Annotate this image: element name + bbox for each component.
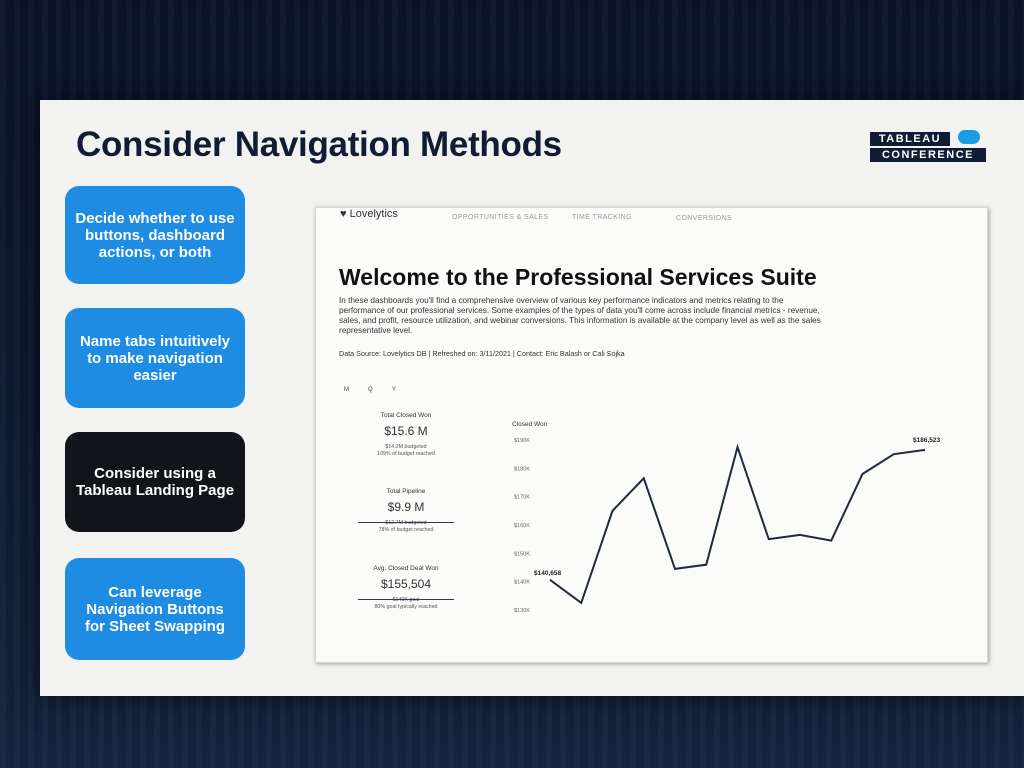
kpi-total-pipeline: Total Pipeline $9.9 M $12.7M budgeted 78… bbox=[358, 488, 454, 534]
lovelytics-logo: ♥ Lovelytics bbox=[340, 208, 398, 220]
kpi-sub: 109% of budget reached bbox=[377, 451, 435, 457]
kpi-sub: $12.7M budgeted bbox=[385, 520, 427, 526]
closed-won-series-line bbox=[549, 443, 926, 605]
kpi-value: $155,504 bbox=[380, 577, 432, 591]
y-tick-label: $140K bbox=[514, 580, 530, 586]
tip-card-landing-page: Consider using a Tableau Landing Page bbox=[65, 432, 245, 532]
cloud-icon bbox=[958, 130, 980, 144]
kpi-divider bbox=[358, 522, 454, 523]
brand-name: Lovelytics bbox=[349, 208, 398, 220]
kpi-total-closed-won: Total Closed Won $15.6 M $14.2M budgeted… bbox=[358, 412, 454, 458]
kpi-avg-closed-deal: Avg. Closed Deal Won $155,504 $140K goal… bbox=[358, 565, 454, 611]
kpi-label: Avg. Closed Deal Won bbox=[373, 565, 439, 572]
nav-tab-time-tracking[interactable]: TIME TRACKING bbox=[572, 214, 632, 221]
first-point-label: $140,658 bbox=[534, 570, 561, 577]
slide-title: Consider Navigation Methods bbox=[76, 125, 562, 164]
y-tick-label: $160K bbox=[514, 523, 530, 529]
tip-card-buttons: Decide whether to use buttons, dashboard… bbox=[65, 186, 245, 284]
closed-won-line-chart: Closed Won $190K $180K $170K $160K $150K $140… bbox=[512, 421, 940, 614]
last-point-label: $186,523 bbox=[913, 437, 940, 444]
kpi-value: $9.9 M bbox=[387, 500, 425, 514]
tip-card-tabs: Name tabs intuitively to make navigation… bbox=[65, 308, 245, 408]
dashboard-description: In these dashboards you'll find a compre… bbox=[339, 296, 821, 335]
tip-card-nav-buttons: Can leverage Navigation Buttons for Shee… bbox=[65, 558, 245, 660]
kpi-label: Total Closed Won bbox=[380, 412, 432, 419]
heart-icon: ♥ bbox=[340, 208, 347, 220]
nav-tab-conversions[interactable]: CONVERSIONS bbox=[676, 215, 733, 222]
kpi-value: $15.6 M bbox=[384, 424, 428, 438]
data-source-line: Data Source: Lovelytics DB | Refreshed o… bbox=[339, 349, 625, 358]
kpi-sub: $140K goal bbox=[392, 597, 420, 603]
logo-line-2: CONFERENCE bbox=[870, 148, 986, 162]
y-tick-label: $180K bbox=[514, 466, 530, 472]
kpi-sub: 80% goal typically reached bbox=[374, 604, 438, 610]
period-toggle-month[interactable]: M bbox=[344, 387, 349, 393]
kpi-sub: 78% of budget reached bbox=[378, 527, 434, 533]
presentation-slide: Consider Navigation Methods TABLEAU CONF… bbox=[40, 100, 1024, 696]
nav-tab-opportunities[interactable]: OPPORTUNITIES & SALES bbox=[452, 214, 549, 221]
y-tick-label: $190K bbox=[514, 438, 530, 444]
y-tick-label: $150K bbox=[514, 551, 530, 557]
kpi-divider bbox=[358, 599, 454, 600]
y-axis-ticks: $190K $180K $170K $160K $150K $140K $130K bbox=[514, 438, 530, 614]
logo-line-1: TABLEAU bbox=[870, 132, 950, 146]
kpi-label: Total Pipeline bbox=[386, 488, 426, 495]
dashboard-heading: Welcome to the Professional Services Sui… bbox=[339, 264, 817, 290]
kpi-sub: $14.2M budgeted bbox=[385, 444, 427, 450]
tableau-conference-logo: TABLEAU CONFERENCE bbox=[870, 130, 986, 164]
period-toggle-quarter[interactable]: Q bbox=[368, 387, 373, 393]
chart-title: Closed Won bbox=[512, 421, 548, 428]
period-toggle-year[interactable]: Y bbox=[392, 387, 397, 393]
y-tick-label: $130K bbox=[514, 608, 530, 614]
dashboard-screenshot bbox=[315, 207, 988, 663]
y-tick-label: $170K bbox=[514, 495, 530, 501]
